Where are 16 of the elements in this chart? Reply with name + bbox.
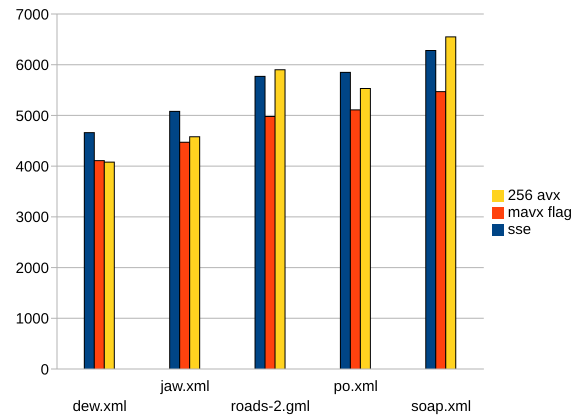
x-tick-label: jaw.xml [159,378,210,395]
y-tick-label: 4000 [16,158,49,176]
y-tick-label: 3000 [16,209,49,226]
legend-label: mavx flag [508,204,572,221]
x-tick-label: po.xml [334,378,378,395]
y-tick-label: 7000 [16,6,49,24]
y-tick-label: 2000 [16,260,49,277]
y-tick-label: 0 [40,361,49,378]
y-tick-label: 5000 [16,108,49,125]
legend-label: sse [508,221,532,238]
y-tick-label: 1000 [16,310,49,328]
x-tick-label: dew.xml [72,398,127,415]
x-tick-label: roads-2.gml [230,398,310,415]
y-tick-label: 6000 [16,57,49,74]
legend-label: 256 avx [508,187,560,204]
x-tick-label: soap.xml [411,398,472,415]
